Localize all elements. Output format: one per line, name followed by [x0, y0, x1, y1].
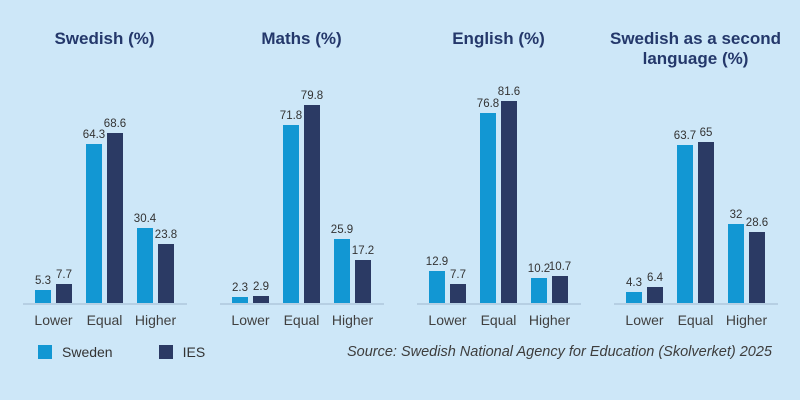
chart-panel-swedish-as-a-second-language: Swedish as a second language (%) 4.3 6.4 63… [597, 20, 794, 328]
bar-ies-equal: 68.6 [104, 118, 126, 303]
bar-value-label: 65 [699, 127, 713, 139]
bar-group-equal: 76.8 81.6 [477, 86, 520, 303]
ies-color-swatch [158, 345, 173, 359]
chart-title-swedish: Swedish (%) [54, 29, 155, 48]
bar-sweden-higher: 25.9 [331, 224, 353, 303]
legend-label-ies: IES [182, 344, 206, 360]
chart-title-english: English (%) [452, 29, 545, 48]
bar-value-label: 28.6 [745, 217, 769, 229]
bar-value-label: 10.7 [548, 261, 572, 273]
bar-value-label: 63.7 [673, 130, 697, 142]
bar-value-label: 2.9 [253, 281, 269, 293]
category-label-lower: Lower [231, 312, 270, 328]
bar-sweden-higher: 32 [728, 209, 744, 303]
chart-title-maths: Maths (%) [261, 29, 342, 48]
bar-value-label: 4.3 [626, 277, 642, 289]
source-attribution: Source: Swedish National Agency for Educ… [346, 344, 772, 360]
category-label-equal: Equal [86, 312, 123, 328]
bar-sweden-lower: 12.9 [426, 256, 448, 303]
bar-ies-lower: 7.7 [450, 269, 466, 303]
bar-value-label: 68.6 [103, 118, 127, 130]
bar-value-label: 76.8 [476, 98, 500, 110]
bar-value-label: 64.3 [82, 129, 106, 141]
bar-group-lower: 2.3 2.9 [232, 281, 269, 303]
bar-ies-higher: 28.6 [746, 217, 768, 303]
bar-value-label: 10.2 [527, 263, 551, 275]
bar-ies-equal: 81.6 [498, 86, 520, 303]
category-label-equal: Equal [480, 312, 517, 328]
bar-value-label: 71.8 [279, 110, 303, 122]
bar-value-label: 23.8 [154, 229, 178, 241]
sweden-color-swatch [38, 345, 52, 359]
bar-group-higher: 25.9 17.2 [331, 224, 374, 303]
bar-group-lower: 12.9 7.7 [426, 256, 466, 303]
bar-value-label: 81.6 [497, 86, 521, 98]
bar-ies-lower: 6.4 [647, 272, 663, 303]
chart-panel-english: English (%) 12.9 7.7 76.8 81.6 10.2 10.7 Lower E… [400, 20, 597, 328]
bar-ies-higher: 17.2 [352, 245, 374, 303]
category-labels-maths: Lower Equal Higher [225, 305, 378, 328]
bar-value-label: 79.8 [300, 90, 324, 102]
bar-value-label: 25.9 [330, 224, 354, 236]
bar-sweden-higher: 30.4 [134, 213, 156, 303]
bar-value-label: 7.7 [450, 269, 466, 281]
bar-sweden-lower: 5.3 [35, 275, 51, 303]
category-label-lower: Lower [428, 312, 467, 328]
bar-value-label: 17.2 [351, 245, 375, 257]
legend-item-sweden: Sweden [38, 344, 113, 360]
category-label-higher: Higher [134, 312, 177, 328]
bar-value-label: 6.4 [647, 272, 663, 284]
category-labels-swedish-as-a-second-language: Lower Equal Higher [619, 305, 772, 328]
bar-sweden-lower: 4.3 [626, 277, 642, 303]
bar-group-lower: 5.3 7.7 [35, 269, 72, 303]
chart-plot-swedish: 5.3 7.7 64.3 68.6 30.4 23.8 [22, 85, 187, 305]
bar-sweden-equal: 71.8 [280, 110, 302, 303]
bar-value-label: 12.9 [425, 256, 449, 268]
bar-ies-higher: 23.8 [155, 229, 177, 303]
bar-value-label: 2.3 [232, 282, 248, 294]
bar-sweden-lower: 2.3 [232, 282, 248, 303]
legend-item-ies: IES [158, 344, 206, 360]
charts-row: Swedish (%) 5.3 7.7 64.3 68.6 30.4 23.8 Lower Eq… [6, 20, 794, 328]
category-labels-english: Lower Equal Higher [422, 305, 575, 328]
category-label-lower: Lower [34, 312, 73, 328]
bar-group-higher: 10.2 10.7 [528, 261, 571, 303]
category-label-equal: Equal [283, 312, 320, 328]
bar-ies-equal: 65 [698, 127, 714, 303]
chart-panel-swedish: Swedish (%) 5.3 7.7 64.3 68.6 30.4 23.8 Lower Eq… [6, 20, 203, 328]
category-label-equal: Equal [677, 312, 714, 328]
chart-panel-maths: Maths (%) 2.3 2.9 71.8 79.8 25.9 17.2 Lower Equa… [203, 20, 400, 328]
bar-value-label: 32 [729, 209, 743, 221]
bar-sweden-equal: 63.7 [674, 130, 696, 303]
category-label-higher: Higher [725, 312, 768, 328]
bar-sweden-equal: 76.8 [477, 98, 499, 303]
category-label-lower: Lower [625, 312, 664, 328]
bar-value-label: 7.7 [56, 269, 72, 281]
chart-plot-swedish-as-a-second-language: 4.3 6.4 63.7 65 32 28.6 [613, 85, 778, 305]
chart-plot-maths: 2.3 2.9 71.8 79.8 25.9 17.2 [219, 85, 384, 305]
bar-value-label: 5.3 [35, 275, 51, 287]
bar-sweden-higher: 10.2 [528, 263, 550, 303]
bar-group-higher: 32 28.6 [728, 209, 768, 303]
bar-ies-higher: 10.7 [549, 261, 571, 303]
category-labels-swedish: Lower Equal Higher [28, 305, 181, 328]
bar-ies-lower: 2.9 [253, 281, 269, 303]
bar-sweden-equal: 64.3 [83, 129, 105, 303]
category-label-higher: Higher [528, 312, 571, 328]
legend-label-sweden: Sweden [62, 344, 113, 360]
bar-group-equal: 63.7 65 [674, 127, 714, 303]
chart-plot-english: 12.9 7.7 76.8 81.6 10.2 10.7 [416, 85, 581, 305]
legend: Sweden IES [38, 344, 205, 360]
bar-group-lower: 4.3 6.4 [626, 272, 663, 303]
bar-ies-equal: 79.8 [301, 90, 323, 303]
footer-row: Sweden IES Source: Swedish National Agen… [0, 328, 800, 360]
bar-value-label: 30.4 [133, 213, 157, 225]
bar-group-equal: 71.8 79.8 [280, 90, 323, 303]
category-label-higher: Higher [331, 312, 374, 328]
chart-title-swedish-as-a-second-language: Swedish as a second language (%) [609, 29, 781, 69]
bar-ies-lower: 7.7 [56, 269, 72, 303]
bar-group-higher: 30.4 23.8 [134, 213, 177, 303]
bar-group-equal: 64.3 68.6 [83, 118, 126, 303]
